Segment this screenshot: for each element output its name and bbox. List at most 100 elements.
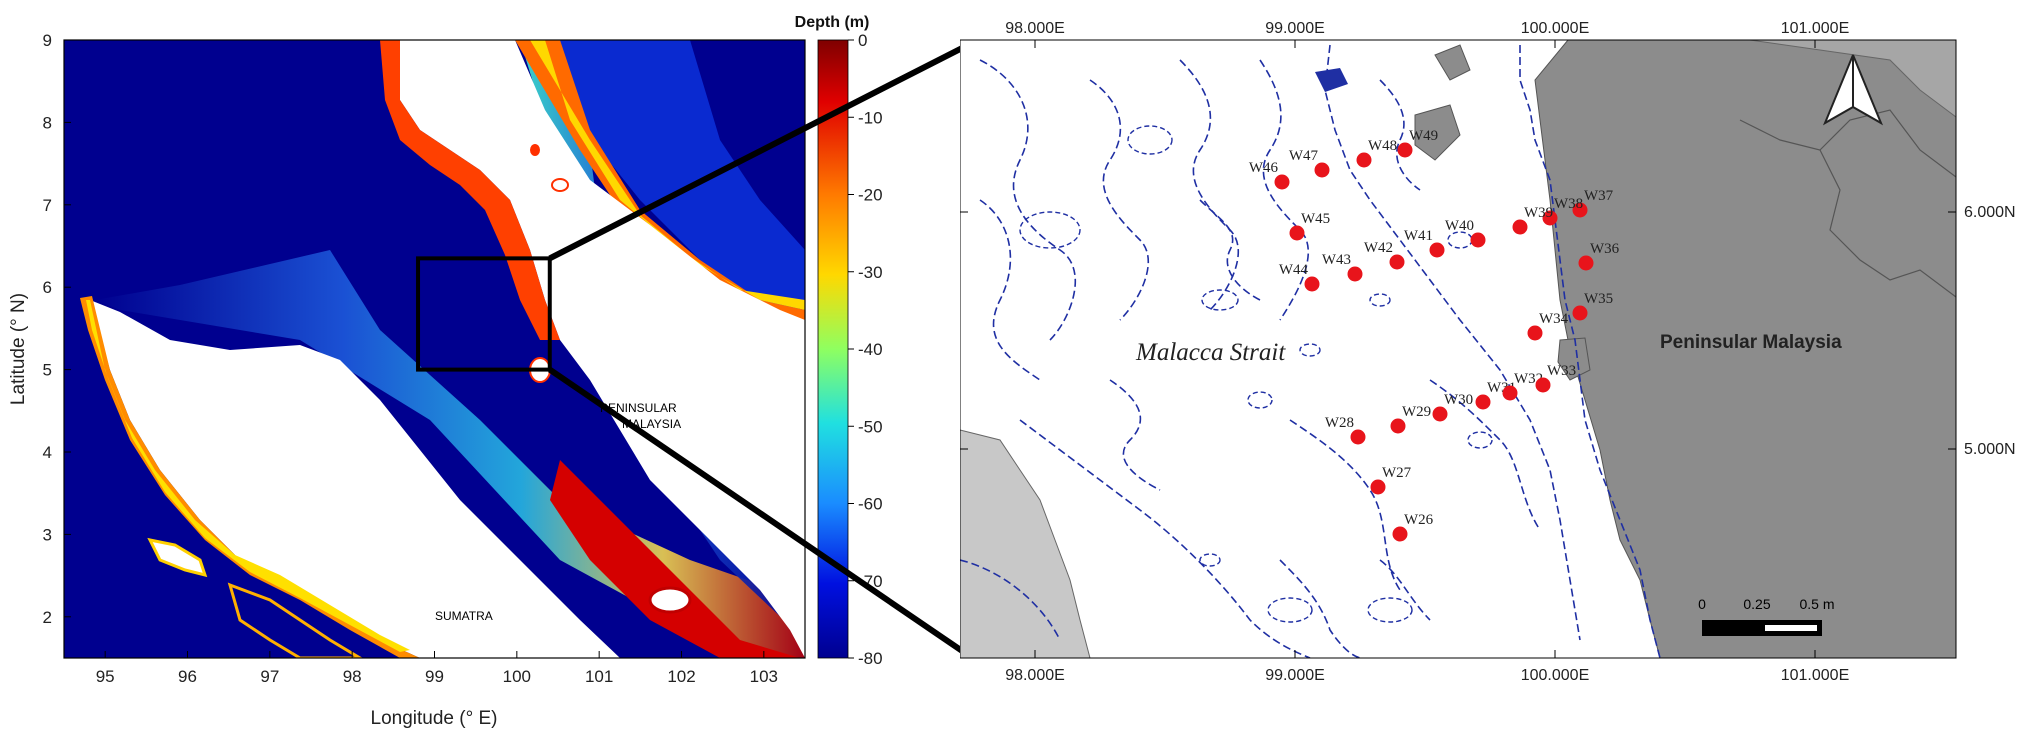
colorbar-tick-label: -60 [858, 495, 883, 514]
station-label: W48 [1368, 138, 1397, 154]
x-tick-label: 99 [425, 667, 444, 686]
x-axis-ticks: 95 96 97 98 99 100 101 102 103 [96, 651, 778, 686]
colorbar-title: Depth (m) [795, 14, 870, 31]
bottom-tick-label: 100.000E [1521, 667, 1590, 684]
station-marker[interactable] [1475, 394, 1491, 410]
colorbar-tick-label: -10 [858, 108, 883, 127]
study-area-frame [959, 39, 1957, 659]
station-marker[interactable] [1512, 219, 1528, 235]
right-tick-label: 6.000N [1964, 204, 2016, 221]
y-tick-label: 7 [43, 196, 52, 215]
x-tick-label: 98 [343, 667, 362, 686]
station-marker[interactable] [1389, 254, 1405, 270]
station-label: W36 [1590, 241, 1620, 257]
station-label: W40 [1445, 218, 1474, 234]
station-marker[interactable] [1314, 162, 1330, 178]
station-marker[interactable] [1370, 479, 1386, 495]
station-marker[interactable] [1502, 385, 1518, 401]
bottom-tick-label: 101.000E [1781, 667, 1850, 684]
station-marker[interactable] [1397, 142, 1413, 158]
station-marker[interactable] [1289, 225, 1305, 241]
y-tick-label: 8 [43, 113, 52, 132]
bathymetry-map-svg: SUMATRA PENINSULAR MALAYSIA 95 96 97 98 99 10… [8, 14, 970, 729]
x-tick-label: 100 [503, 667, 531, 686]
station-label: W27 [1382, 465, 1412, 481]
colorbar-tick-label: 0 [858, 31, 867, 50]
colorbar-tick-label: -30 [858, 263, 883, 282]
station-label: W34 [1539, 311, 1569, 327]
station-label: W28 [1325, 415, 1354, 431]
scale-tick-1: 0.25 [1743, 596, 1770, 612]
colorbar-tick-label: -50 [858, 417, 883, 436]
right-lat-ticks: 6.000N 5.000N [1948, 204, 2016, 458]
study-area-panel: 98.000E 99.000E 100.000E 101.000E 98.000E 99… [902, 0, 2032, 743]
bathymetry-map-panel: SUMATRA PENINSULAR MALAYSIA 95 96 97 98 99 10… [0, 0, 970, 743]
colorbar-ticks: 0-10-20-30-40-50-60-70-80 [848, 31, 883, 668]
station-marker[interactable] [1535, 377, 1551, 393]
station-marker[interactable] [1274, 174, 1290, 190]
station-label: W49 [1409, 128, 1438, 144]
study-area-svg: 98.000E 99.000E 100.000E 101.000E 98.000E 99… [902, 20, 2016, 684]
station-label: W26 [1404, 512, 1434, 528]
station-label: W33 [1547, 363, 1576, 379]
y-tick-label: 9 [43, 31, 52, 50]
station-label: W43 [1322, 252, 1351, 268]
x-tick-label: 102 [667, 667, 695, 686]
north-arrow-icon [1822, 54, 1884, 126]
y-tick-label: 4 [43, 443, 52, 462]
bottom-tick-label: 99.000E [1265, 667, 1325, 684]
y-tick-label: 6 [43, 278, 52, 297]
zoom-connector-top [548, 42, 970, 262]
label-peninsular-malaysia: Peninsular Malaysia [1660, 332, 1842, 353]
station-marker[interactable] [1527, 325, 1543, 341]
top-tick-label: 99.000E [1265, 20, 1325, 37]
top-tick-label: 98.000E [1005, 20, 1065, 37]
x-tick-label: 96 [178, 667, 197, 686]
station-marker[interactable] [1470, 232, 1486, 248]
bathymetry-raster [64, 40, 805, 658]
y-tick-label: 2 [43, 608, 52, 627]
zoom-connector-bottom [548, 367, 970, 658]
x-tick-label: 95 [96, 667, 115, 686]
station-marker[interactable] [1390, 418, 1406, 434]
label-sumatra: SUMATRA [435, 609, 493, 623]
y-axis-label: Latitude (° N) [8, 293, 29, 405]
station-label: W37 [1584, 188, 1614, 204]
top-tick-label: 100.000E [1521, 20, 1590, 37]
station-label: W46 [1249, 160, 1279, 176]
colorbar-tick-label: -20 [858, 186, 883, 205]
station-label: W45 [1301, 211, 1330, 227]
y-tick-label: 3 [43, 525, 52, 544]
bottom-tick-label: 98.000E [1005, 667, 1065, 684]
station-label: W47 [1289, 148, 1319, 164]
x-tick-label: 103 [750, 667, 778, 686]
station-label: W29 [1402, 404, 1431, 420]
label-peninsular-1: PENINSULAR [600, 401, 677, 415]
depth-contours [960, 44, 1661, 658]
station-marker[interactable] [1347, 266, 1363, 282]
top-lon-ticks: 98.000E 99.000E 100.000E 101.000E [1005, 20, 1849, 48]
station-marker[interactable] [1356, 152, 1372, 168]
station-marker[interactable] [1542, 210, 1558, 226]
station-marker[interactable] [1572, 202, 1588, 218]
study-area-map [960, 40, 1956, 658]
x-tick-label: 97 [260, 667, 279, 686]
station-label: W42 [1364, 240, 1393, 256]
station-label: W38 [1554, 196, 1583, 212]
station-label: W35 [1584, 291, 1613, 307]
station-label: W44 [1279, 262, 1309, 278]
station-marker[interactable] [1350, 429, 1366, 445]
bottom-lon-ticks: 98.000E 99.000E 100.000E 101.000E [1005, 650, 1849, 684]
right-tick-label: 5.000N [1964, 441, 2016, 458]
x-axis-label: Longitude (° E) [371, 708, 498, 729]
station-marker[interactable] [1429, 242, 1445, 258]
station-marker[interactable] [1572, 305, 1588, 321]
station-marker[interactable] [1578, 255, 1594, 271]
station-label: W41 [1404, 228, 1433, 244]
label-malacca-strait: Malacca Strait [1135, 339, 1286, 366]
y-axis-ticks: 2 3 4 5 6 7 8 9 [43, 31, 71, 627]
station-marker[interactable] [1392, 526, 1408, 542]
station-marker[interactable] [1304, 276, 1320, 292]
station-marker[interactable] [1432, 406, 1448, 422]
